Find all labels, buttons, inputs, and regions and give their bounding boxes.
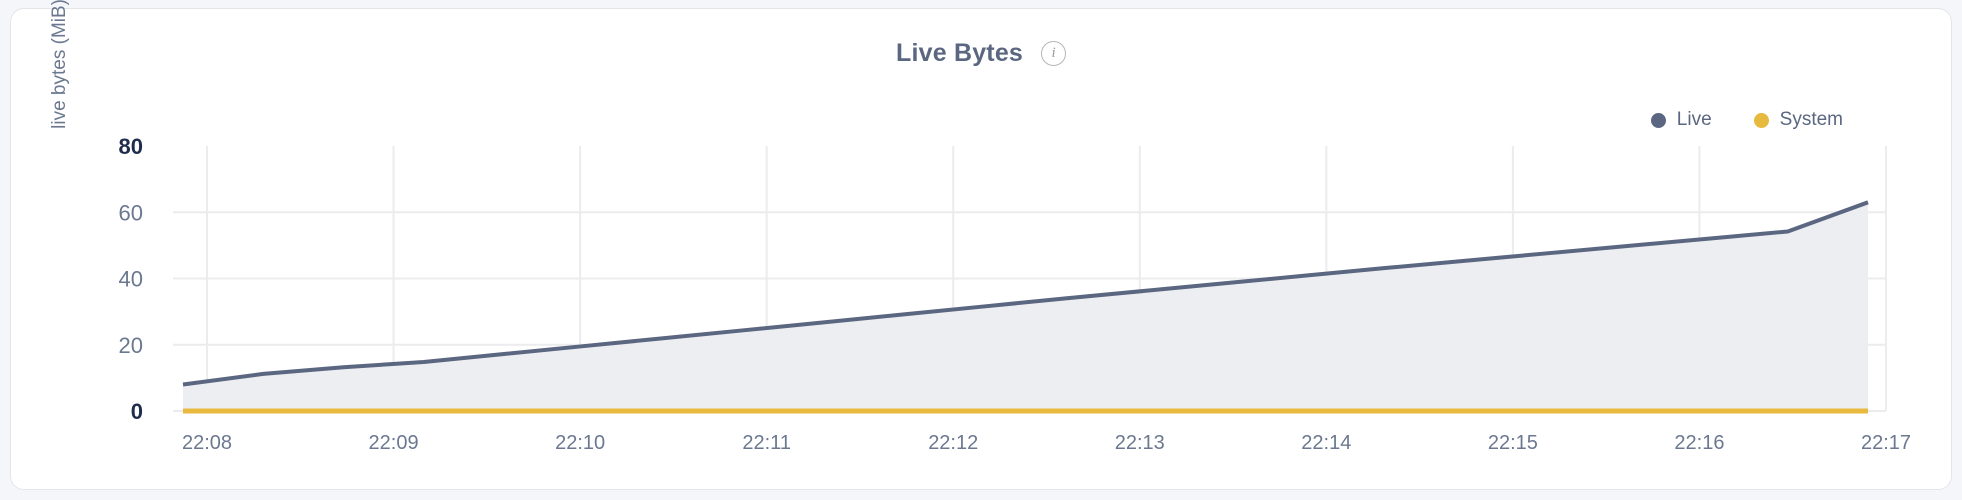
x-tick-label: 22:16 [1674, 432, 1724, 454]
legend-swatch-live [1650, 112, 1666, 128]
x-tick-label: 22:10 [555, 432, 605, 454]
y-tick-label: 20 [119, 333, 143, 358]
chart-legend: Live System [1650, 109, 1843, 131]
x-tick-label: 22:14 [1301, 432, 1351, 454]
legend-label-live: Live [1676, 109, 1712, 130]
chart-header: Live Bytes i [11, 39, 1951, 68]
plot-area: live bytes (MiB) 0 20 40 60 80 22:08 22:09 22:1… [11, 0, 1953, 491]
series-area-live [183, 202, 1868, 411]
legend-item-system[interactable]: System [1753, 109, 1843, 131]
y-tick-label: 0 [131, 399, 143, 424]
y-tick-label: 60 [119, 200, 143, 225]
x-tick-label: 22:12 [928, 432, 978, 454]
x-tick-label: 22:17 [1861, 432, 1911, 454]
x-tick-label: 22:08 [182, 432, 232, 454]
legend-item-live[interactable]: Live [1650, 109, 1712, 131]
x-tick-label: 22:15 [1488, 432, 1538, 454]
legend-label-system: System [1779, 109, 1843, 130]
x-tick-label: 22:09 [369, 432, 419, 454]
x-tick-label: 22:13 [1115, 432, 1165, 454]
legend-swatch-system [1753, 112, 1769, 128]
series-line-live [182, 200, 1869, 387]
live-bytes-chart-card: Live Bytes i Live System live bytes (MiB… [10, 0, 1953, 491]
y-axis-title: live bytes (MiB) [49, 0, 70, 129]
info-circle-icon[interactable]: i [1041, 41, 1067, 66]
y-tick-label: 80 [119, 134, 143, 159]
chart-canvas: 0 20 40 60 80 22:08 22:09 22:10 22:11 22:12 22:13 2… [119, 134, 1912, 454]
y-tick-label: 40 [119, 267, 143, 292]
page-title: Live Bytes [895, 39, 1024, 67]
x-tick-label: 22:11 [742, 432, 791, 454]
